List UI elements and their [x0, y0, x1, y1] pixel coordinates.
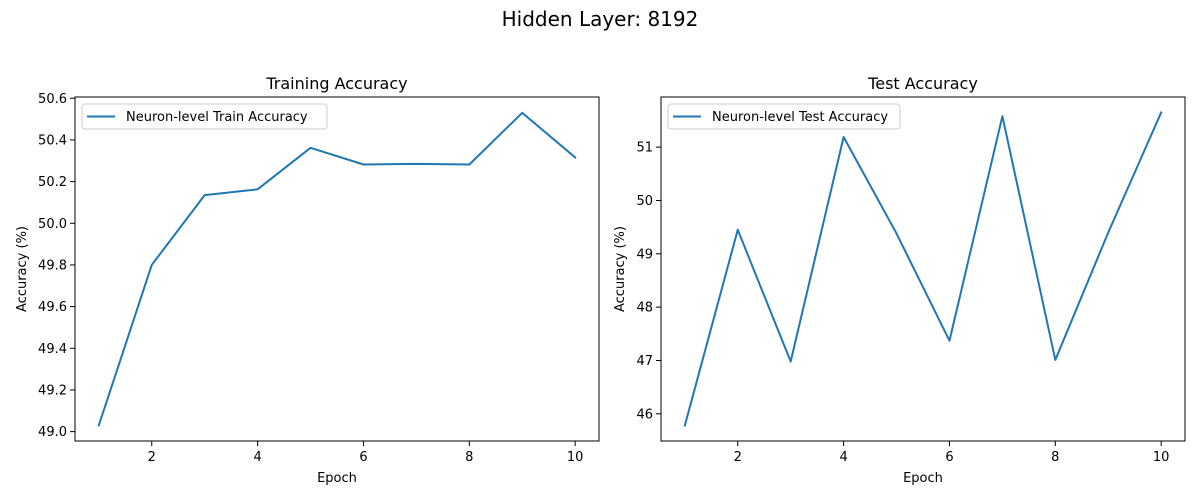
test-legend-frame — [667, 103, 901, 130]
figure-suptitle: Hidden Layer: 8192 — [502, 7, 699, 31]
test-y-tick-label: 48 — [636, 301, 653, 316]
training-x-tick-label: 2 — [148, 450, 156, 465]
training-series-line — [97, 111, 577, 427]
training-legend-label: Neuron-level Train Accuracy — [126, 110, 308, 125]
test-x-tick-label: 8 — [1051, 450, 1059, 465]
test-y-tick-label: 49 — [636, 247, 653, 262]
training-x-axis: 2 4 6 8 10 — [148, 441, 584, 465]
test-x-axis-label: Epoch — [903, 471, 943, 486]
test-series-line — [683, 111, 1163, 427]
training-y-tick-label: 49.6 — [38, 300, 67, 315]
test-x-tick-label: 4 — [839, 450, 847, 465]
test-x-axis: 2 4 6 8 10 — [734, 441, 1170, 465]
test-x-tick-label: 6 — [945, 450, 953, 465]
test-y-tick-label: 46 — [636, 407, 653, 422]
training-x-tick-label: 4 — [253, 450, 261, 465]
training-legend: Neuron-level Train Accuracy — [81, 103, 328, 130]
test-plot-frame — [660, 96, 1186, 442]
test-legend: Neuron-level Test Accuracy — [667, 103, 901, 130]
test-x-tick-label: 2 — [734, 450, 742, 465]
training-x-tick-label: 10 — [567, 450, 584, 465]
training-y-tick-label: 49.2 — [38, 383, 67, 398]
training-y-tick-label: 50.2 — [38, 175, 67, 190]
test-chart-title: Test Accuracy — [867, 74, 978, 93]
test-y-axis: 46 47 48 49 50 51 — [636, 141, 661, 422]
training-y-axis-label: Accuracy (%) — [15, 226, 30, 312]
test-y-axis-label: Accuracy (%) — [613, 226, 628, 312]
training-y-tick-label: 50.4 — [38, 133, 67, 148]
test-y-tick-label: 47 — [636, 354, 653, 369]
training-y-tick-label: 50.0 — [38, 217, 67, 232]
test-y-tick-label: 51 — [636, 141, 653, 156]
test-legend-label: Neuron-level Test Accuracy — [712, 110, 888, 125]
training-plot-frame — [74, 96, 600, 442]
training-y-tick-label: 50.6 — [38, 92, 67, 107]
training-x-axis-label: Epoch — [317, 471, 357, 486]
training-x-tick-label: 6 — [359, 450, 367, 465]
training-chart-title: Training Accuracy — [265, 74, 407, 93]
training-y-tick-label: 49.4 — [38, 342, 67, 357]
training-x-tick-label: 8 — [465, 450, 473, 465]
test-x-tick-label: 10 — [1153, 450, 1170, 465]
training-legend-frame — [81, 103, 328, 130]
training-y-tick-label: 49.8 — [38, 258, 67, 273]
training-y-axis: 49.0 49.2 49.4 49.6 49.8 50.0 50.2 50.4 50.6 — [38, 92, 75, 440]
training-y-tick-label: 49.0 — [38, 425, 67, 440]
test-y-tick-label: 50 — [636, 194, 653, 209]
